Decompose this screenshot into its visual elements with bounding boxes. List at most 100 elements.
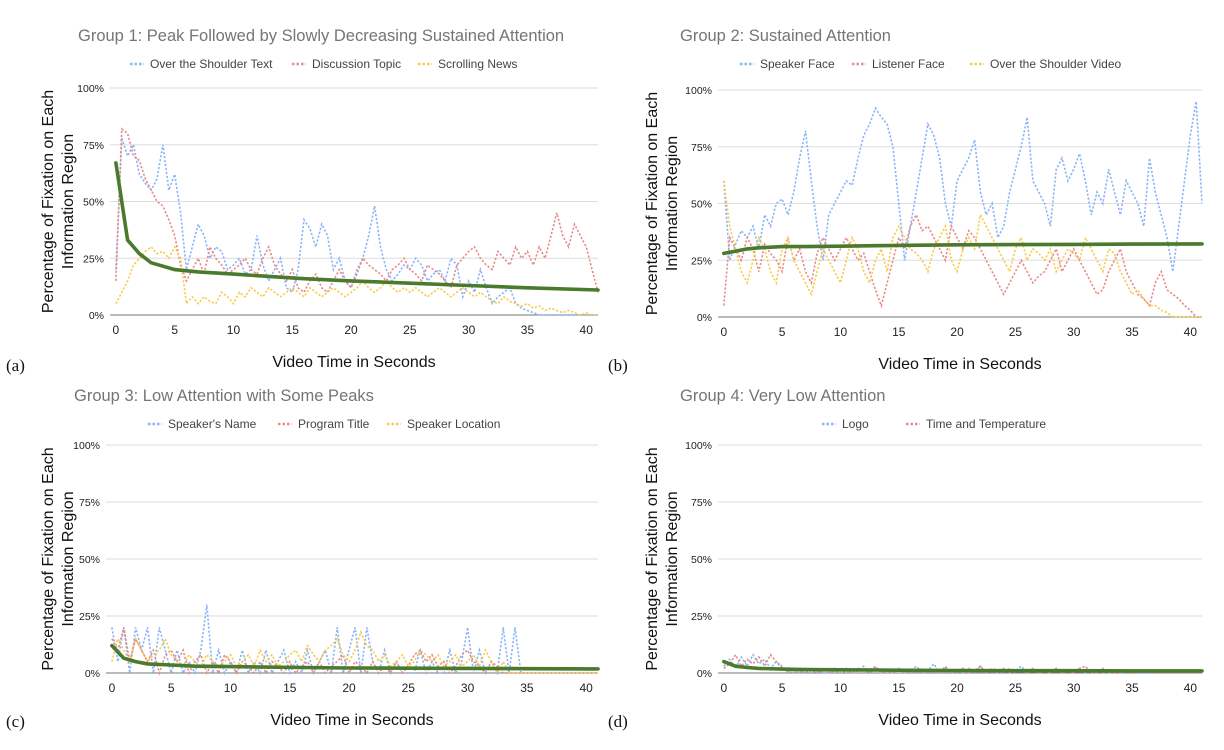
panel-letter-a: (a)	[6, 356, 25, 375]
y-tick-label: 75%	[691, 142, 712, 154]
x-tick-label: 0	[109, 681, 116, 695]
x-tick-label: 0	[113, 323, 120, 337]
y-axis-label-line: Information Region	[60, 134, 77, 269]
y-tick-label: 100%	[685, 85, 712, 97]
x-tick-label: 35	[1125, 325, 1139, 339]
legend: Speaker's Name Program Title Speaker Locat…	[148, 417, 500, 431]
y-tick-label: 0%	[697, 668, 712, 680]
y-axis-label: Percentage of Fixation on Each Informatio…	[40, 447, 77, 670]
x-tick-label: 25	[1009, 681, 1023, 695]
x-tick-label: 40	[579, 681, 593, 695]
chart-group-1: Group 1: Peak Followed by Slowly Decreas…	[0, 18, 612, 380]
y-tick-label: 75%	[83, 140, 104, 152]
series-line	[111, 604, 598, 677]
chart-title: Group 3: Low Attention with Some Peaks	[74, 387, 374, 405]
y-tick-label: 25%	[79, 611, 100, 623]
legend-label: Over the Shoulder Video	[990, 57, 1122, 71]
y-axis-label-line: Percentage of Fixation on Each	[40, 447, 57, 670]
x-tick-label: 0	[720, 325, 727, 339]
x-tick-label: 10	[224, 681, 238, 695]
x-tick-label: 5	[168, 681, 175, 695]
x-tick-label: 35	[521, 323, 535, 337]
legend-item: Discussion Topic	[292, 57, 401, 71]
y-tick-label: 50%	[79, 554, 100, 566]
x-tick-label: 40	[1184, 681, 1198, 695]
y-axis-label-line: Percentage of Fixation on Each	[644, 447, 661, 670]
x-tick-label: 5	[171, 323, 178, 337]
y-tick-label: 0%	[697, 312, 712, 324]
x-tick-label: 20	[950, 325, 964, 339]
x-tick-label: 5	[779, 681, 786, 695]
y-tick-label: 75%	[691, 497, 712, 509]
x-tick-label: 20	[342, 681, 356, 695]
legend: Over the Shoulder Text Discussion Topic Sc…	[130, 57, 517, 71]
x-tick-label: 15	[286, 323, 300, 337]
chart-title: Group 2: Sustained Attention	[680, 27, 891, 45]
legend-label: Over the Shoulder Text	[150, 57, 273, 71]
panel-letter-c: (c)	[6, 712, 25, 731]
legend-item: Listener Face	[852, 57, 945, 71]
x-tick-label: 40	[1184, 325, 1198, 339]
legend-label: Speaker Location	[407, 417, 500, 431]
x-axis-label: Video Time in Seconds	[878, 712, 1041, 729]
panel-letter-b: (b)	[608, 356, 628, 375]
x-tick-label: 40	[580, 323, 594, 337]
chart-group-2-svg: Group 2: Sustained Attention Speaker Face…	[644, 27, 1204, 373]
panel-letter-d: (d)	[608, 712, 628, 731]
legend-label: Discussion Topic	[312, 57, 401, 71]
series-line	[111, 629, 598, 675]
y-tick-label: 25%	[83, 253, 104, 265]
legend-item: Time and Temperature	[906, 417, 1046, 431]
x-tick-label: 30	[462, 323, 476, 337]
trend-line	[114, 161, 600, 292]
series-line	[115, 245, 598, 316]
y-tick-label: 0%	[89, 310, 104, 322]
legend-label: Time and Temperature	[926, 417, 1046, 431]
legend-label: Speaker Face	[760, 57, 835, 71]
chart-group-2: Group 2: Sustained Attention Speaker Face…	[612, 18, 1224, 380]
series-line	[723, 101, 1203, 272]
legend-item: Scrolling News	[418, 57, 517, 71]
legend-item: Program Title	[278, 417, 370, 431]
legend: Speaker Face Listener Face Over the Should…	[740, 57, 1122, 71]
x-tick-label: 10	[834, 681, 848, 695]
x-tick-label: 30	[1067, 681, 1081, 695]
chart-group-4: Group 4: Very Low Attention Logo Time and …	[612, 378, 1224, 740]
trend-line	[110, 643, 600, 671]
trend-line	[722, 242, 1204, 256]
x-tick-label: 0	[720, 681, 727, 695]
y-axis-label-line: Information Region	[664, 136, 681, 271]
y-tick-label: 25%	[691, 255, 712, 267]
y-tick-label: 50%	[83, 197, 104, 209]
y-axis-label-line: Percentage of Fixation on Each	[644, 92, 661, 315]
x-tick-label: 35	[1125, 681, 1139, 695]
legend-item: Logo	[822, 417, 869, 431]
x-tick-label: 30	[1067, 325, 1081, 339]
legend-label: Listener Face	[872, 57, 945, 71]
x-tick-label: 25	[1009, 325, 1023, 339]
legend: Logo Time and Temperature	[822, 417, 1046, 431]
y-axis-label-line: Information Region	[664, 491, 681, 626]
y-axis-label-line: Percentage of Fixation on Each	[40, 90, 57, 313]
x-tick-label: 10	[834, 325, 848, 339]
y-axis-label: Percentage of Fixation on Each Informatio…	[644, 447, 681, 670]
series-line	[115, 127, 599, 294]
y-axis-label-line: Information Region	[60, 491, 77, 626]
chart-group-1-svg: Group 1: Peak Followed by Slowly Decreas…	[40, 27, 600, 371]
legend-item: Over the Shoulder Video	[970, 57, 1122, 71]
x-tick-label: 25	[402, 681, 416, 695]
trend-line	[722, 659, 1204, 673]
x-tick-label: 15	[283, 681, 297, 695]
chart-title: Group 4: Very Low Attention	[680, 387, 885, 405]
x-tick-label: 35	[520, 681, 534, 695]
legend-label: Program Title	[298, 417, 370, 431]
legend-label: Scrolling News	[438, 57, 517, 71]
y-tick-label: 100%	[73, 440, 100, 452]
x-tick-label: 20	[344, 323, 358, 337]
legend-label: Speaker's Name	[168, 417, 257, 431]
chart-title: Group 1: Peak Followed by Slowly Decreas…	[78, 27, 564, 45]
x-tick-label: 20	[950, 681, 964, 695]
y-tick-label: 100%	[77, 83, 104, 95]
y-tick-label: 75%	[79, 497, 100, 509]
y-tick-label: 0%	[85, 668, 100, 680]
